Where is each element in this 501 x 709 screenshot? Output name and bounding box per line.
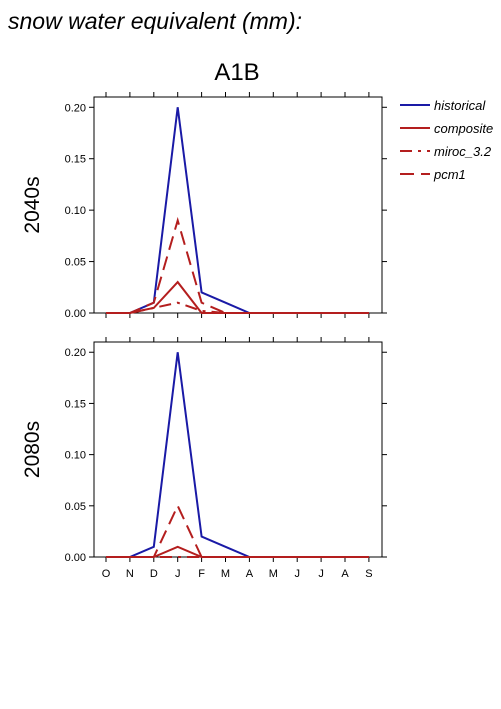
x-tick-label: A bbox=[341, 568, 349, 580]
y-tick-label: 0.00 bbox=[65, 308, 86, 320]
series-line-historical bbox=[106, 107, 369, 314]
plot-frame bbox=[93, 96, 383, 314]
x-tick-label: N bbox=[126, 568, 134, 580]
y-tick-label: 0.15 bbox=[65, 154, 86, 166]
x-tick-label: D bbox=[150, 568, 158, 580]
y-tick-label: 0.05 bbox=[65, 257, 86, 269]
y-tick-label: 0.00 bbox=[65, 552, 86, 564]
x-tick-label: J bbox=[175, 568, 181, 580]
panel-label: 2080s bbox=[21, 421, 44, 478]
x-tick-label: J bbox=[318, 568, 324, 580]
y-tick-label: 0.15 bbox=[65, 398, 86, 410]
series-line-historical bbox=[106, 352, 369, 558]
series-line-pcm1 bbox=[106, 503, 369, 558]
y-tick-label: 0.20 bbox=[65, 102, 86, 114]
y-tick-label: 0.20 bbox=[65, 347, 86, 359]
x-tick-label: S bbox=[365, 568, 372, 580]
page-title: snow water equivalent (mm): bbox=[8, 8, 302, 34]
panel-label: 2040s bbox=[21, 176, 44, 233]
series-line-pcm1 bbox=[106, 216, 369, 314]
x-tick-label: J bbox=[294, 568, 300, 580]
x-tick-label: M bbox=[221, 568, 230, 580]
plot-frame bbox=[93, 341, 383, 558]
y-tick-label: 0.10 bbox=[65, 205, 86, 217]
x-tick-label: F bbox=[198, 568, 205, 580]
y-tick-label: 0.05 bbox=[65, 501, 86, 513]
legend-label: composite bbox=[434, 121, 493, 136]
scenario-label: A1B bbox=[214, 59, 259, 86]
x-tick-label: O bbox=[102, 568, 111, 580]
legend-label: historical bbox=[434, 98, 486, 113]
y-tick-label: 0.10 bbox=[65, 450, 86, 462]
x-tick-label: A bbox=[246, 568, 254, 580]
x-tick-label: M bbox=[269, 568, 278, 580]
legend-label: pcm1 bbox=[433, 167, 466, 182]
legend-label: miroc_3.2 bbox=[434, 144, 492, 159]
